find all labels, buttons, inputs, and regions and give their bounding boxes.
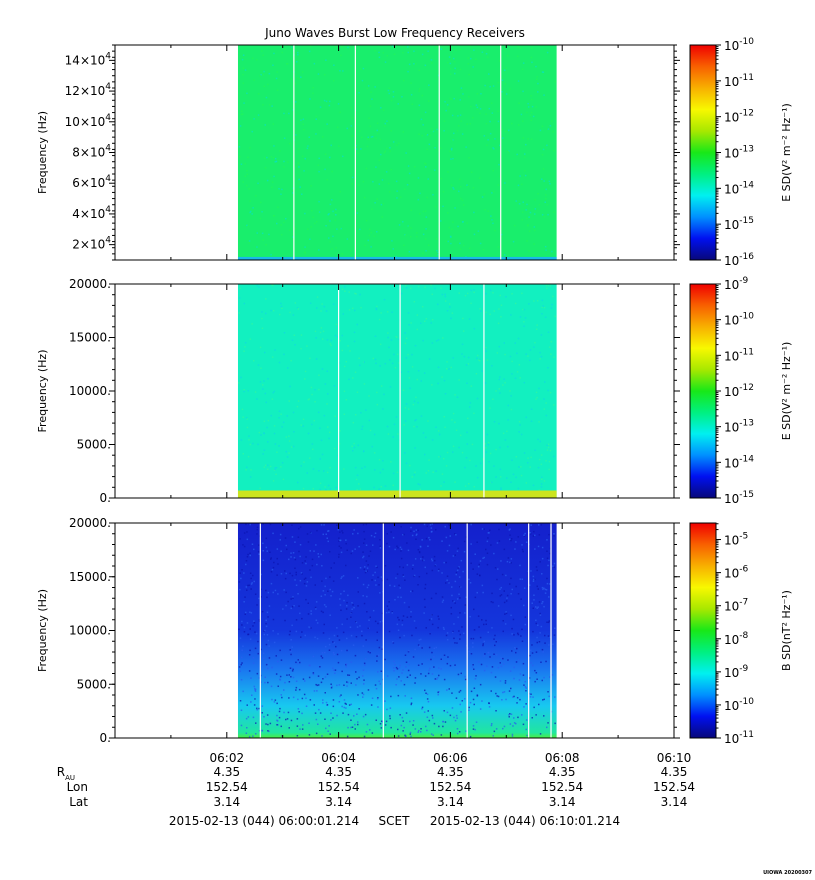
- colorbar-tick-label: 10-6: [724, 565, 749, 581]
- spectrogram-data: [237, 45, 557, 260]
- spectrogram-data: [237, 284, 557, 498]
- y-tick-label: 10000.: [69, 384, 111, 398]
- y-tick-label: 15000.: [69, 331, 111, 345]
- time-axis: 06:02 06:04 06:06 06:08 06:10: [210, 751, 692, 765]
- ephemeris-label-r: RAU: [57, 765, 75, 782]
- ephemeris-value-lon: 152.54: [653, 780, 695, 794]
- colorbar-tick-label: 10-16: [724, 252, 754, 268]
- ephemeris-value-lat: 3.14: [661, 795, 688, 809]
- colorbar-tick-label: 10-12: [724, 109, 754, 125]
- y-tick-label: 14×104: [65, 51, 112, 67]
- x-tick-label: 06:04: [321, 751, 356, 765]
- x-tick-label: 06:02: [210, 751, 245, 765]
- y-tick-label: 10000.: [69, 624, 111, 638]
- y-tick-label: 4×104: [72, 205, 111, 221]
- spectrogram-data: [237, 523, 557, 738]
- ephemeris-label-lon: Lon: [67, 780, 88, 794]
- colorbar-tick-label: 10-15: [724, 490, 754, 506]
- ephemeris-value-lat: 3.14: [213, 795, 240, 809]
- panel-3: 0. 5000. 10000. 15000. 20000. Frequency (Hz) 1…: [36, 516, 793, 746]
- colorbar-tick-label: 10-8: [724, 631, 749, 647]
- spectrogram-fill: [237, 45, 557, 260]
- ephemeris-value-r: 4.35: [213, 765, 240, 779]
- colorbar-tick-label: 10-15: [724, 216, 754, 232]
- y-axis-label: Frequency (Hz): [36, 589, 49, 672]
- colorbar-label: E SD(V² m⁻² Hz⁻¹): [780, 103, 793, 202]
- colorbar-label: B SD(nT² Hz⁻¹): [780, 590, 793, 671]
- colorbar-tick-label: 10-14: [724, 180, 754, 196]
- y-tick-label: 5000.: [77, 677, 111, 691]
- spectrogram-fill: [237, 523, 557, 738]
- ephemeris-value-r: 4.35: [437, 765, 464, 779]
- y-tick-label: 8×104: [72, 144, 111, 160]
- ephemeris-value-r: 4.35: [661, 765, 688, 779]
- y-tick-label: 6×104: [72, 174, 111, 190]
- y-tick-label: 20000.: [69, 516, 111, 530]
- colorbar-tick-label: 10-13: [724, 419, 754, 435]
- colorbar-tick-label: 10-13: [724, 145, 754, 161]
- colorbar-gradient: [689, 522, 717, 739]
- colorbar-tick-label: 10-10: [724, 37, 754, 53]
- y-tick-label: 0.: [100, 731, 111, 745]
- colorbar-tick-label: 10-11: [724, 73, 754, 89]
- x-tick-label: 06:08: [545, 751, 580, 765]
- colorbar-tick-label: 10-9: [724, 276, 749, 292]
- ephemeris-value-lon: 152.54: [318, 780, 360, 794]
- y-axis-label: Frequency (Hz): [36, 111, 49, 194]
- colorbar-tick-label: 10-12: [724, 383, 754, 399]
- ephemeris-value-r: 4.35: [549, 765, 576, 779]
- y-axis-label: Frequency (Hz): [36, 350, 49, 433]
- colorbar-tick-label: 10-9: [724, 664, 749, 680]
- colorbar-tick-label: 10-7: [724, 598, 748, 614]
- y-tick-label: 2×104: [72, 236, 111, 252]
- ephemeris-value-lat: 3.14: [325, 795, 352, 809]
- time-range-start: 2015-02-13 (044) 06:00:01.214: [169, 814, 359, 828]
- y-tick-label: 10×104: [65, 113, 112, 129]
- colorbar: 10-5 10-6 10-7 10-8 10-9 10-10 10-11 B SD(nT² H…: [689, 522, 793, 746]
- time-range-end: 2015-02-13 (044) 06:10:01.214: [430, 814, 620, 828]
- ephemeris-table: RAU Lon Lat 4.35152.543.144.35152.543.14…: [57, 765, 695, 809]
- x-tick-label: 06:06: [433, 751, 468, 765]
- chart-title: Juno Waves Burst Low Frequency Receivers: [264, 26, 525, 40]
- y-tick-label: 20000.: [69, 277, 111, 291]
- y-tick-label: 15000.: [69, 570, 111, 584]
- colorbar: 10-10 10-11 10-12 10-13 10-14 10-15 10-16 E SD(…: [689, 37, 793, 268]
- panels-layer: 2×104 4×104 6×104 8×104 10×104 12×104 14×104 Fr…: [36, 37, 793, 746]
- ephemeris-value-lat: 3.14: [549, 795, 576, 809]
- ephemeris-value-lat: 3.14: [437, 795, 464, 809]
- ephemeris-value-r: 4.35: [325, 765, 352, 779]
- ephemeris-value-lon: 152.54: [541, 780, 583, 794]
- low-frequency-band: [237, 490, 557, 498]
- y-tick-label: 5000.: [77, 438, 111, 452]
- y-tick-label: 0.: [100, 491, 111, 505]
- colorbar-tick-label: 10-10: [724, 312, 754, 328]
- colorbar-tick-label: 10-11: [724, 730, 754, 746]
- ephemeris-label-lat: Lat: [69, 795, 88, 809]
- spectrogram-fill: [237, 284, 557, 498]
- colorbar-label: E SD(V² m⁻² Hz⁻¹): [780, 342, 793, 441]
- colorbar-gradient: [689, 44, 717, 261]
- colorbar-gradient: [689, 283, 717, 499]
- colorbar-tick-label: 10-10: [724, 697, 754, 713]
- low-frequency-band: [237, 256, 557, 260]
- ephemeris-value-lon: 152.54: [429, 780, 471, 794]
- spectrogram-noise: [238, 45, 556, 260]
- spectrogram-noise: [238, 284, 556, 498]
- colorbar: 10-9 10-10 10-11 10-12 10-13 10-14 10-15 E SD(V…: [689, 276, 793, 506]
- panel-1: 2×104 4×104 6×104 8×104 10×104 12×104 14×104 Fr…: [36, 37, 793, 268]
- spectrogram-noise: [238, 523, 556, 738]
- panel-2: 0. 5000. 10000. 15000. 20000. Frequency (Hz) 1…: [36, 276, 793, 506]
- x-tick-label: 06:10: [657, 751, 692, 765]
- footer-tag: UIOWA 20200307: [763, 870, 812, 876]
- y-tick-label: 12×104: [65, 82, 112, 98]
- time-range-frame: SCET: [379, 814, 411, 828]
- colorbar-tick-label: 10-11: [724, 347, 754, 363]
- colorbar-tick-label: 10-5: [724, 532, 748, 548]
- colorbar-tick-label: 10-14: [724, 454, 754, 470]
- ephemeris-value-lon: 152.54: [206, 780, 248, 794]
